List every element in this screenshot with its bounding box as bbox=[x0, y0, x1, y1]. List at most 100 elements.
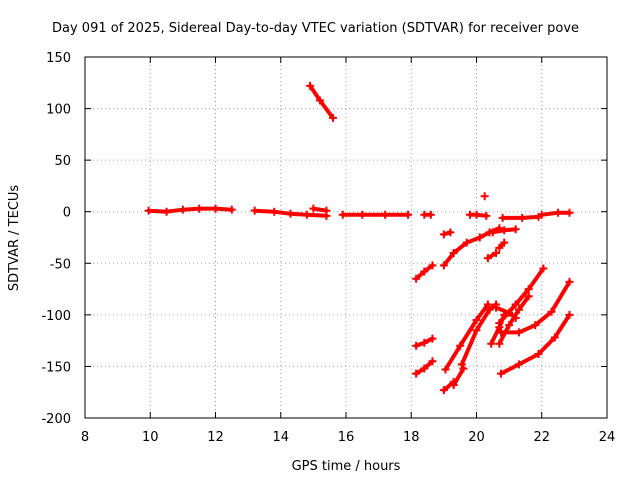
data-point bbox=[211, 204, 220, 213]
x-tick-label: 14 bbox=[272, 430, 289, 445]
data-point bbox=[565, 277, 574, 286]
x-tick-label: 24 bbox=[599, 430, 616, 445]
data-point bbox=[514, 305, 523, 314]
series-track-25 bbox=[496, 277, 574, 337]
data-point bbox=[539, 264, 548, 273]
series-track-8 bbox=[412, 334, 437, 350]
data-point bbox=[472, 210, 481, 219]
y-tick-label: 0 bbox=[63, 206, 71, 221]
chart-title: Day 091 of 2025, Sidereal Day-to-day VTE… bbox=[52, 21, 579, 36]
x-tick-label: 10 bbox=[142, 430, 159, 445]
data-point bbox=[487, 339, 496, 348]
series-layer bbox=[144, 81, 574, 395]
y-tick-label: -200 bbox=[41, 412, 71, 427]
data-point bbox=[459, 364, 468, 373]
data-point bbox=[227, 205, 236, 214]
data-point bbox=[483, 254, 492, 263]
data-point bbox=[412, 341, 421, 350]
data-point bbox=[144, 206, 153, 215]
series-track-7 bbox=[412, 261, 437, 283]
data-point bbox=[524, 292, 533, 301]
data-point bbox=[514, 328, 523, 337]
data-point bbox=[524, 285, 533, 294]
series-track-13 bbox=[449, 364, 468, 389]
x-axis-label: GPS time / hours bbox=[292, 459, 401, 474]
y-tick-label: 50 bbox=[54, 154, 71, 169]
data-point bbox=[286, 209, 295, 218]
data-point bbox=[439, 261, 448, 270]
data-point bbox=[496, 328, 505, 337]
series-track-23 bbox=[495, 264, 548, 328]
data-point bbox=[565, 310, 574, 319]
data-point bbox=[498, 213, 507, 222]
data-point bbox=[482, 211, 491, 220]
data-point bbox=[495, 319, 504, 328]
series-track-10 bbox=[439, 228, 455, 239]
data-point bbox=[439, 386, 448, 395]
data-point bbox=[403, 210, 412, 219]
data-point bbox=[480, 192, 489, 201]
data-track bbox=[497, 294, 531, 346]
y-tick-label: 100 bbox=[46, 103, 71, 118]
data-track bbox=[451, 366, 466, 387]
tick-layer: 8 10 12 14 16 18 20 22 24 -200 -150 -100 -50 0 50 100 15… bbox=[41, 51, 615, 445]
series-track-19 bbox=[495, 238, 509, 252]
data-point bbox=[270, 207, 279, 216]
x-tick-label: 8 bbox=[81, 430, 89, 445]
data-point bbox=[483, 300, 492, 309]
series-track-6 bbox=[420, 210, 435, 219]
series-track-16 bbox=[465, 210, 491, 220]
data-track bbox=[308, 83, 335, 120]
data-point bbox=[449, 248, 458, 257]
data-point bbox=[511, 300, 520, 309]
series-track-1 bbox=[144, 204, 236, 216]
series-track-17 bbox=[480, 192, 489, 201]
y-axis-label: SDTVAR / TECUs bbox=[7, 185, 22, 292]
data-point bbox=[195, 204, 204, 213]
data-point bbox=[306, 81, 315, 90]
data-point bbox=[495, 243, 504, 252]
y-tick-label: -150 bbox=[41, 360, 71, 375]
data-point bbox=[250, 206, 259, 215]
y-tick-label: 150 bbox=[46, 51, 71, 66]
data-point bbox=[358, 210, 367, 219]
x-tick-label: 12 bbox=[207, 430, 224, 445]
data-point bbox=[511, 225, 520, 234]
data-point bbox=[554, 208, 563, 217]
data-track bbox=[441, 226, 502, 268]
data-point bbox=[500, 226, 509, 235]
data-point bbox=[449, 380, 458, 389]
data-point bbox=[420, 267, 429, 276]
data-point bbox=[475, 233, 484, 242]
series-track-18 bbox=[483, 248, 501, 263]
data-point bbox=[381, 210, 390, 219]
series-track-14 bbox=[441, 300, 492, 374]
data-point bbox=[426, 210, 435, 219]
data-track bbox=[441, 379, 456, 393]
data-point bbox=[534, 350, 543, 359]
data-point bbox=[446, 228, 455, 237]
grid-layer bbox=[85, 57, 607, 418]
data-point bbox=[338, 210, 347, 219]
data-point bbox=[428, 261, 437, 270]
data-point bbox=[505, 321, 514, 330]
data-point bbox=[420, 338, 429, 347]
data-point bbox=[309, 204, 318, 213]
data-point bbox=[496, 369, 505, 378]
data-point bbox=[462, 238, 471, 247]
series-track-2 bbox=[250, 206, 331, 220]
data-point bbox=[322, 206, 331, 215]
data-point bbox=[472, 316, 481, 325]
data-point bbox=[441, 365, 450, 374]
data-point bbox=[537, 210, 546, 219]
x-tick-label: 18 bbox=[403, 430, 420, 445]
data-point bbox=[518, 213, 527, 222]
data-point bbox=[162, 207, 171, 216]
data-point bbox=[514, 360, 523, 369]
data-point bbox=[302, 210, 311, 219]
x-tick-label: 22 bbox=[533, 430, 550, 445]
series-track-24 bbox=[495, 292, 533, 348]
series-track-22 bbox=[488, 225, 520, 237]
series-track-26 bbox=[496, 310, 574, 378]
series-track-9 bbox=[412, 357, 437, 378]
